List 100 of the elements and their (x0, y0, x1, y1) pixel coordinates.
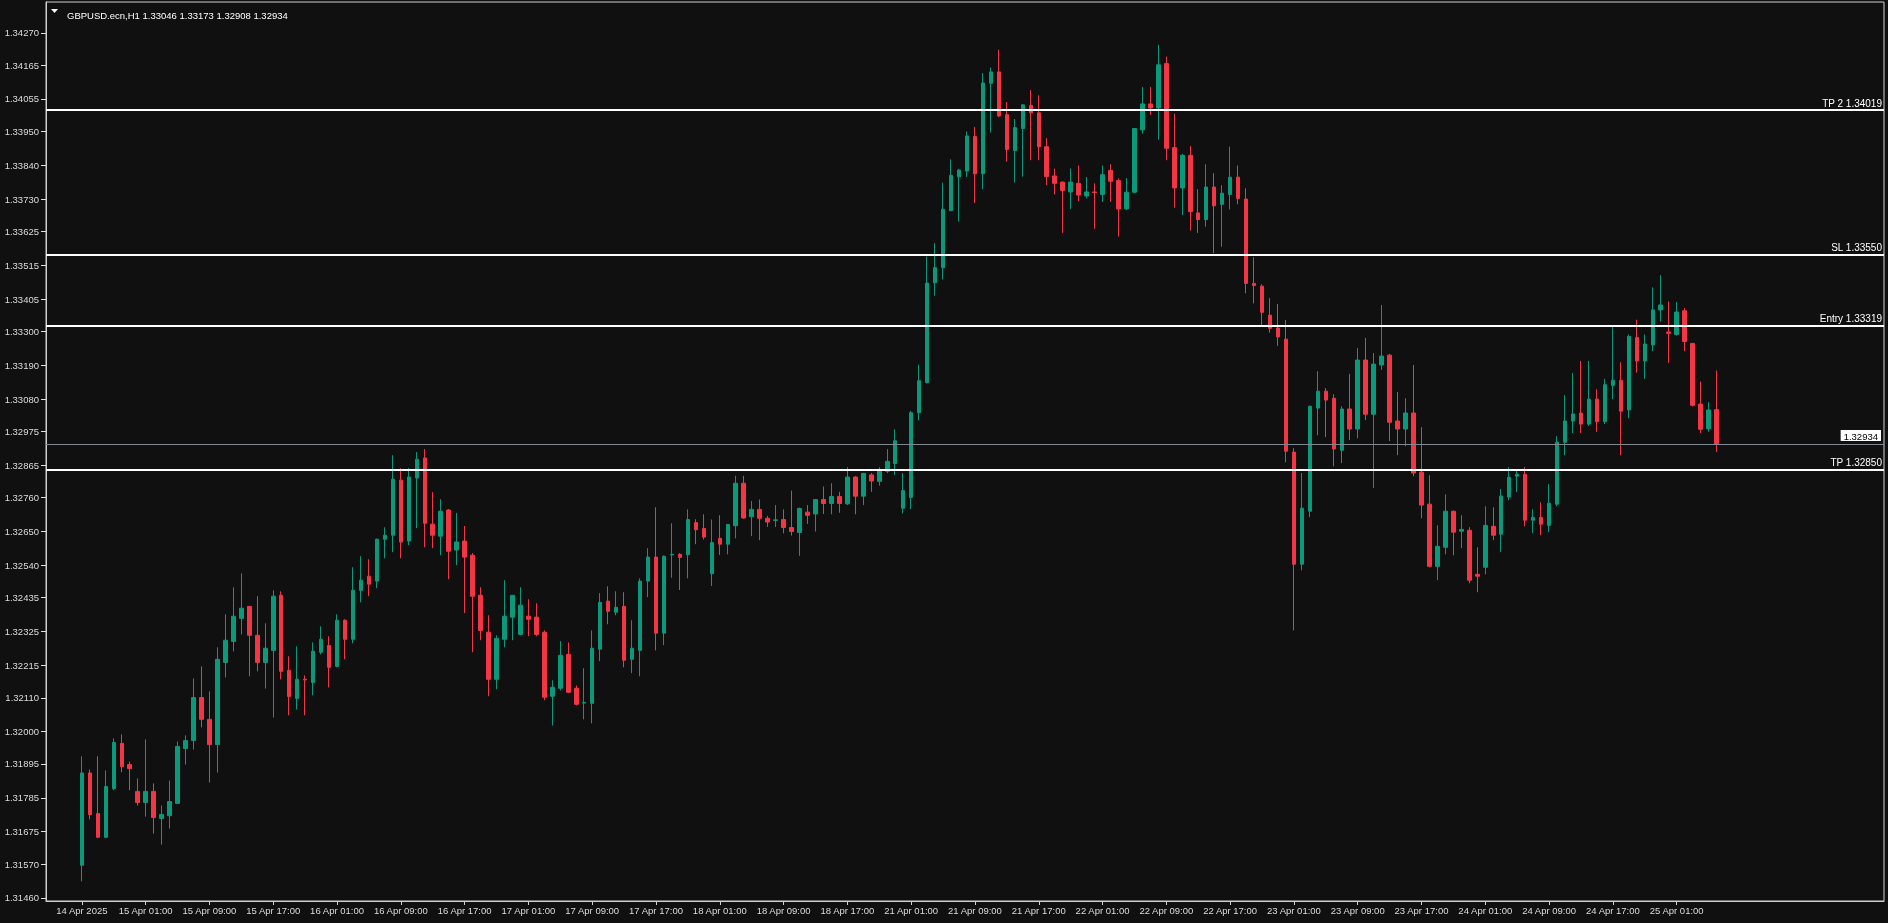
candlestick (1052, 168, 1057, 195)
x-tick-label: 23 Apr 01:00 (1266, 904, 1321, 916)
candlestick (1228, 146, 1232, 211)
candlestick (1180, 153, 1185, 216)
y-tick-label: 1.33300 (4, 325, 39, 337)
x-tick-label: 17 Apr 17:00 (629, 904, 683, 916)
x-tick-label: 18 Apr 09:00 (756, 904, 811, 916)
candlestick (1643, 334, 1647, 380)
y-tick-label: 1.33515 (4, 259, 39, 271)
x-tick-label: 21 Apr 17:00 (1011, 904, 1066, 916)
candlestick (925, 256, 929, 384)
y-tick-label: 1.31675 (4, 826, 39, 838)
y-tick-label: 1.34165 (4, 59, 39, 71)
candlestick (446, 508, 451, 580)
x-tick-label: 14 Apr 2025 (56, 904, 108, 916)
candlestick (686, 508, 690, 579)
candlestick (191, 677, 196, 751)
candlestick (1435, 524, 1440, 581)
candlestick (1355, 347, 1360, 439)
candlestick (997, 49, 1001, 118)
candlestick (1244, 187, 1248, 294)
y-tick-label: 1.32325 (4, 626, 39, 638)
candlestick (582, 667, 586, 720)
candlestick (1603, 378, 1607, 425)
candlestick (542, 629, 547, 701)
x-tick-label: 16 Apr 01:00 (310, 904, 364, 916)
candlestick (726, 523, 730, 555)
x-tick-label: 15 Apr 09:00 (182, 904, 237, 916)
candlestick (1060, 180, 1065, 234)
candlestick (127, 761, 132, 791)
candlestick (1507, 466, 1511, 501)
candlestick (1579, 360, 1583, 434)
candlestick (781, 508, 786, 534)
candlestick (789, 490, 794, 537)
candlestick (1116, 177, 1121, 238)
y-tick-label: 1.31895 (4, 758, 39, 770)
x-tick-label: 18 Apr 17:00 (820, 904, 875, 916)
candlestick (415, 451, 419, 529)
x-tick-label: 16 Apr 17:00 (437, 904, 492, 916)
candlestick (638, 577, 642, 677)
y-tick-label: 1.33730 (4, 193, 39, 205)
candlestick (183, 734, 188, 766)
candlestick (941, 182, 945, 280)
y-tick-label: 1.31785 (4, 792, 39, 804)
x-tick-label: 24 Apr 09:00 (1522, 904, 1577, 916)
candlestick (207, 690, 212, 783)
candlestick (311, 641, 315, 696)
candlestick (1666, 301, 1671, 364)
candlestick (1635, 319, 1639, 374)
candlestick (1044, 137, 1049, 186)
candlestick (1427, 474, 1432, 568)
candlestick (1292, 447, 1296, 631)
candlestick (1276, 303, 1280, 347)
candlestick (606, 585, 610, 625)
candlestick (143, 738, 148, 818)
candlestick (303, 674, 307, 716)
candlestick (973, 126, 977, 204)
candlestick (901, 472, 905, 514)
y-tick-label: 1.32975 (4, 425, 39, 437)
candlestick (263, 622, 268, 690)
candlestick (853, 475, 858, 515)
candlestick (1316, 370, 1320, 436)
candlestick (965, 130, 969, 178)
candlestick (375, 538, 379, 589)
candlestick (678, 552, 682, 591)
candlestick (1236, 164, 1240, 205)
y-tick-label: 1.32110 (5, 692, 39, 704)
candlestick (1164, 55, 1169, 161)
candlestick (630, 619, 634, 674)
candlestick (949, 158, 953, 212)
candlestick (343, 618, 347, 660)
candlestick (622, 591, 626, 668)
candlestick (590, 629, 594, 724)
candlestick (773, 504, 778, 528)
candlestick (1021, 103, 1025, 178)
x-tick-label: 17 Apr 01:00 (501, 904, 556, 916)
candlestick (710, 519, 714, 587)
x-tick-label: 15 Apr 01:00 (118, 904, 173, 916)
candlestick (255, 595, 260, 672)
candlestick (1411, 364, 1416, 477)
candlestick (598, 592, 602, 662)
candlestick (654, 506, 658, 651)
candlestick (917, 364, 921, 421)
candlestick (470, 552, 475, 653)
candlestick (1459, 514, 1464, 549)
candlestick (933, 242, 937, 297)
candlestick (231, 586, 236, 652)
candlestick (1706, 401, 1711, 433)
candlestick (88, 769, 92, 820)
candlestick (670, 522, 674, 579)
candlestick (1595, 388, 1599, 433)
y-tick-label: 1.32760 (4, 492, 39, 504)
candlestick (1587, 360, 1591, 427)
candlestick (821, 486, 826, 515)
candlestick (1005, 101, 1009, 162)
x-tick-label: 17 Apr 09:00 (565, 904, 620, 916)
candlestick (351, 566, 355, 644)
y-tick-label: 1.33405 (4, 293, 39, 305)
x-tick-label: 15 Apr 17:00 (246, 904, 301, 916)
x-tick-label: 21 Apr 01:00 (884, 904, 939, 916)
